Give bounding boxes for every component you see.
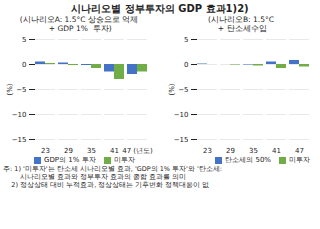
svg-text:23: 23: [41, 147, 50, 155]
svg-text:−10: −10: [174, 111, 189, 119]
html-text:+ 탄소세수입: + 탄소세수입: [215, 24, 267, 33]
svg-text:−15: −15: [174, 136, 189, 144]
svg-text:5: 5: [22, 36, 26, 44]
html-text:미투자: 미투자: [113, 156, 135, 164]
svg-text:0: 0: [184, 61, 188, 69]
svg-text:−15: −15: [12, 136, 27, 144]
svg-text:−5: −5: [178, 86, 188, 94]
svg-text:47 (년도): 47 (년도): [122, 147, 153, 155]
svg-text:47: 47: [295, 147, 304, 155]
svg-text:35: 35: [87, 147, 96, 155]
html-text:시나리오별 효과와 정부투자 효과의 종합 효과를 의미: 시나리오별 효과와 정부투자 효과의 종합 효과를 의미: [3, 173, 186, 181]
svg-text:5: 5: [184, 36, 188, 44]
svg-text:35: 35: [249, 147, 258, 155]
html-text:(시나리오A: 1.5°C 상승으로 억제: (시나리오A: 1.5°C 상승으로 억제: [19, 15, 139, 24]
svg-text:(%): (%): [6, 83, 14, 95]
html-text:GDP의 1% 투자: GDP의 1% 투자: [44, 156, 96, 164]
html-text:주: 1) '미투자'는 탄소세 시나리오별 효과, 'GD: 주: 1) '미투자'는 탄소세 시나리오별 효과, 'GDP의 1% 투자'와…: [3, 165, 222, 173]
svg-text:29: 29: [226, 147, 235, 155]
html-text:(시나리오B: 1.5°C: (시나리오B: 1.5°C: [208, 15, 274, 24]
svg-text:23: 23: [203, 147, 212, 155]
svg-text:41: 41: [110, 147, 119, 155]
svg-text:0: 0: [22, 61, 26, 69]
svg-text:−10: −10: [12, 111, 27, 119]
svg-text:29: 29: [64, 147, 73, 155]
svg-text:(%): (%): [168, 83, 176, 95]
html-text:시나리오별 정부투자의 GDP 효과1)2): 시나리오별 정부투자의 GDP 효과1)2): [71, 3, 249, 14]
html-text:2) 정상상태 대비 누적효과, 정상상태는 기후변화 정책: 2) 정상상태 대비 누적효과, 정상상태는 기후변화 정책대응이 없: [3, 181, 210, 189]
svg-text:41: 41: [272, 147, 281, 155]
svg-text:−5: −5: [16, 86, 26, 94]
html-text:미투자: 미투자: [289, 156, 310, 164]
html-text:+ GDP 1% 투자): + GDP 1% 투자): [46, 24, 112, 33]
html-text:탄소세의 50%: 탄소세의 50%: [225, 156, 271, 164]
